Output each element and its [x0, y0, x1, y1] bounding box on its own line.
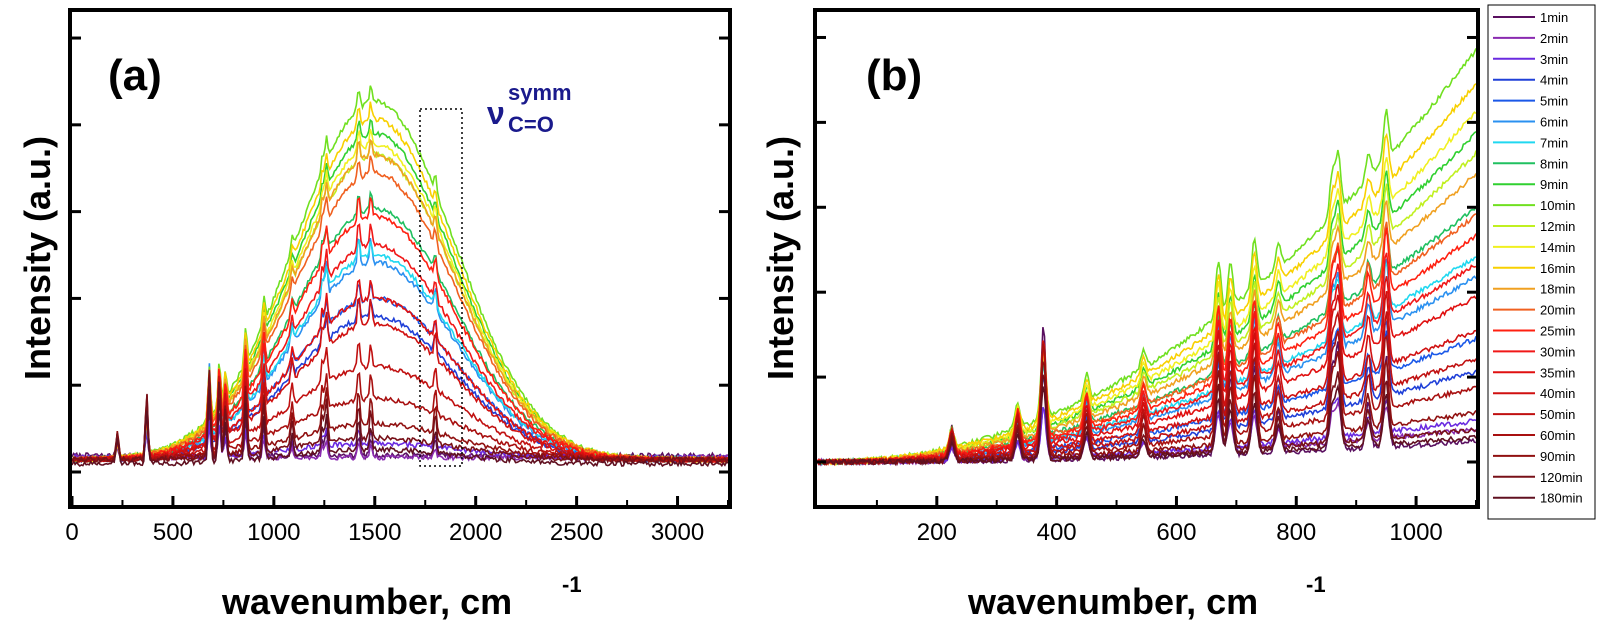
- legend-label: 120min: [1540, 470, 1583, 485]
- legend-label: 1min: [1540, 10, 1568, 25]
- panel-a-ylabel: Intensity (a.u.): [17, 136, 58, 380]
- nu-subscript: C=O: [508, 112, 554, 137]
- legend-label: 14min: [1540, 240, 1575, 255]
- panel-b-xlabel-sup: -1: [1306, 572, 1326, 597]
- panel-a-xlabel-text: wavenumber, cm: [221, 581, 512, 622]
- panel-a-series-group: [71, 85, 729, 468]
- panel-b-series-group: [816, 48, 1477, 467]
- legend-label: 5min: [1540, 94, 1568, 109]
- panel-a-x-tick-label: 2000: [449, 519, 502, 546]
- legend-label: 12min: [1540, 219, 1575, 234]
- legend-label: 180min: [1540, 491, 1583, 506]
- panel-a-series-line: [71, 237, 729, 464]
- panel-a-series-line: [71, 223, 729, 464]
- panel-a-x-tick-label: 2500: [550, 519, 603, 546]
- panel-a-x-tick-label: 3000: [651, 519, 704, 546]
- panel-b-x-tick-label: 200: [917, 519, 957, 546]
- legend-label: 7min: [1540, 135, 1568, 150]
- legend-label: 18min: [1540, 282, 1575, 297]
- panel-a-series-line: [71, 139, 729, 465]
- panel-a-series-line: [71, 101, 729, 465]
- legend-label: 90min: [1540, 449, 1575, 464]
- legend-label: 30min: [1540, 344, 1575, 359]
- legend-label: 40min: [1540, 386, 1575, 401]
- legend-label: 50min: [1540, 407, 1575, 422]
- legend-label: 16min: [1540, 261, 1575, 276]
- legend-label: 9min: [1540, 177, 1568, 192]
- panel-a-series-line: [71, 278, 729, 465]
- panel-a-series-line: [71, 196, 729, 464]
- panel-b-x-tick-label: 1000: [1389, 519, 1442, 546]
- legend-label: 3min: [1540, 52, 1568, 67]
- panel-b-series-line: [816, 371, 1477, 467]
- panel-a-xlabel-sup: -1: [562, 572, 582, 597]
- legend-box: [1487, 4, 1596, 520]
- panel-b-x-tick-label: 400: [1037, 519, 1077, 546]
- legend-label: 10min: [1540, 198, 1575, 213]
- legend-label: 2min: [1540, 31, 1568, 46]
- panel-b-x-tick-label: 800: [1276, 519, 1316, 546]
- panel-b-xlabel: wavenumber, cm -1: [967, 572, 1326, 622]
- panel-b-xlabel-text: wavenumber, cm: [967, 581, 1258, 622]
- panel-b-series-line: [816, 276, 1477, 466]
- panel-a-xlabel: wavenumber, cm -1: [221, 572, 582, 622]
- panel-a-series-line: [71, 283, 729, 464]
- panel-a-frame: [68, 8, 732, 509]
- panel-a-ticks: 0 500 1000 1500 2000 2500 3000: [65, 36, 729, 546]
- legend-label: 25min: [1540, 324, 1575, 339]
- panel-a-series-line: [71, 297, 729, 464]
- panel-b-x-tick-label: 600: [1156, 519, 1196, 546]
- legend-label: 20min: [1540, 303, 1575, 318]
- panel-a: 0 500 1000 1500 2000 2500 3000 (a) ν symm C=O …: [17, 8, 732, 622]
- nu-annotation: ν symm C=O: [487, 80, 572, 137]
- panel-b-frame: [813, 8, 1480, 509]
- panel-a-series-line: [71, 389, 729, 468]
- legend: 1min 2min 3min 4min 5min 6min 7min 8min 9min 10mi…: [1487, 4, 1596, 520]
- legend-label: 4min: [1540, 73, 1568, 88]
- legend-label: 8min: [1540, 156, 1568, 171]
- panel-a-series-line: [71, 128, 729, 465]
- panel-b-series-line: [816, 383, 1477, 467]
- panel-a-series-line: [71, 118, 729, 464]
- panel-a-series-line: [71, 370, 729, 464]
- nu-superscript: symm: [508, 80, 572, 105]
- panel-a-x-tick-label: 1500: [348, 519, 401, 546]
- panel-b: 200 400 600 800 1000 (b) wavenumber, cm -1 I…: [760, 8, 1480, 622]
- panel-a-letter: (a): [108, 51, 162, 100]
- legend-label: 35min: [1540, 365, 1575, 380]
- nu-symbol: ν: [487, 95, 505, 131]
- panel-a-series-line: [71, 189, 729, 465]
- highlight-box: [419, 108, 463, 467]
- panel-a-x-tick-label: 1000: [247, 519, 300, 546]
- panel-b-letter: (b): [866, 51, 922, 100]
- legend-label: 60min: [1540, 428, 1575, 443]
- panel-a-x-tick-label: 500: [153, 519, 193, 546]
- panel-a-series-line: [71, 155, 729, 465]
- panel-a-x-tick-label: 0: [65, 519, 78, 546]
- panel-b-ticks: 200 400 600 800 1000: [817, 35, 1477, 546]
- legend-label: 6min: [1540, 115, 1568, 130]
- panel-b-ylabel: Intensity (a.u.): [760, 136, 801, 380]
- legend-entries: 1min 2min 3min 4min 5min 6min 7min 8min 9min 10mi…: [1493, 10, 1583, 506]
- panel-b-series-line: [816, 173, 1477, 466]
